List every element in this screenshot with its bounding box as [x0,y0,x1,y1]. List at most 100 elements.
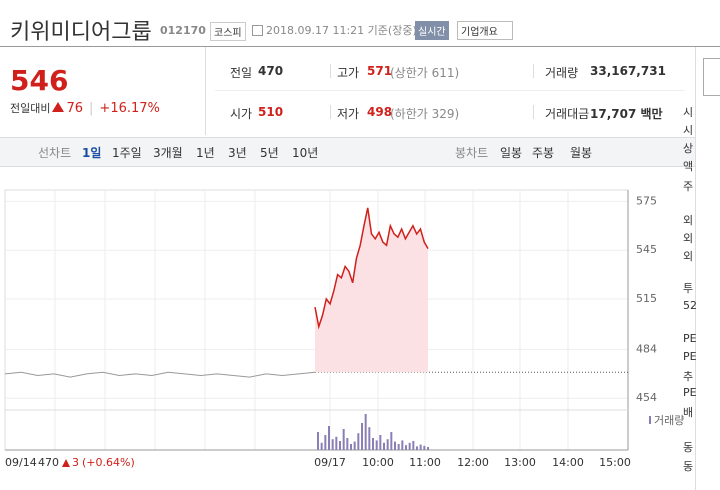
divider [330,64,331,78]
divider [695,47,696,490]
tab-period[interactable]: 10년 [292,146,319,160]
stat-value: 33,167,731 [590,64,666,78]
stat-value: 498 [367,105,393,119]
volume-label: 거래량 [654,414,684,427]
volume-bar [416,446,418,450]
stock-title: 키위미디어그룹 [10,20,152,45]
volume-bar [397,444,400,450]
tab-period[interactable]: 일봉 [500,146,523,160]
volume-bar [339,441,341,450]
volume-bar [401,440,404,450]
up-icon [62,459,70,467]
tab-period[interactable]: 1일 [82,146,102,160]
volume-bar [405,445,407,450]
volume-bar [394,441,396,450]
sidebar-text: 투 [683,282,694,295]
x-tick-label: 11:00 [409,456,441,469]
change-pct: +16.17% [99,101,160,116]
change: 76 [66,101,84,116]
change-row: 전일대비 76 | +16.17% [10,101,160,116]
stat-label: 저가 [337,107,360,121]
sidebar-text: 액 [683,160,694,173]
sidebar-text: 52 [683,299,697,312]
current-price: 546 [10,64,69,97]
tab-period[interactable]: 3년 [228,146,247,160]
tab-period[interactable]: 5년 [260,146,279,160]
divider [215,90,685,91]
prev-change: 3 [72,456,79,469]
x-tick-label: 09/17 [314,456,346,469]
sidebar-text: PE [683,386,697,399]
stat-note: (상한가 611) [390,66,460,80]
prev-date: 09/14 [5,456,37,469]
tab-period[interactable]: 주봉 [532,146,555,160]
divider [533,105,534,119]
divider [0,46,720,47]
volume-bar [364,414,367,450]
clock-icon [252,25,263,36]
tab-period[interactable]: 1년 [196,146,215,160]
y-tick-label: 575 [636,194,657,207]
tab-label: 봉차트 [455,146,489,160]
sidebar-text: 시 [683,106,694,119]
volume-bar [317,432,319,450]
divider [205,47,206,135]
x-tick-label: 15:00 [599,456,631,469]
volume-bar [383,442,385,450]
volume-legend-icon [649,416,651,424]
stat-label: 거래량 [545,66,579,80]
x-tick-label: 12:00 [457,456,489,469]
sidebar-text: 시 [683,124,694,137]
volume-bar [320,442,323,450]
volume-bar [357,433,360,450]
volume-bar [372,438,374,450]
market-badge: 코스피 [210,22,246,41]
sidebar-text: PE [683,332,697,345]
volume-bar [390,432,393,450]
stat-value: 470 [258,64,284,78]
sidebar-text: 상 [683,142,694,155]
volume-bar [335,436,338,450]
x-tick-label: 13:00 [504,456,536,469]
prev-close: 470 [38,456,59,469]
volume-bar [368,427,371,450]
volume-bar [342,429,345,450]
sidebar-text: PE [683,350,697,363]
sidebar-text: 외 [683,214,694,227]
y-tick-label: 515 [636,292,657,305]
sidebar-text: 동 [683,441,694,454]
tab-label: 선차트 [38,146,72,160]
sidebar-text: 외 [683,250,694,263]
stat-value: 510 [258,105,284,119]
tab-period[interactable]: 3개월 [153,146,183,160]
stat-note: (하한가 329) [390,107,460,121]
volume-bar [412,441,415,450]
prev-change-pct: (+0.64%) [82,456,135,469]
stock-code: 012170 [160,24,206,37]
volume-bar [423,445,426,450]
tab-period[interactable]: 1주일 [112,146,142,160]
stat-label: 전일 [230,66,253,80]
volume-bar [328,426,330,450]
stat-label: 시가 [230,107,253,121]
volume-bar [324,435,327,450]
volume-bar [408,442,411,450]
sidebar-text: 추 [683,370,694,383]
timestamp: 2018.09.17 11:21 기준(장중) [266,24,417,37]
company-menu[interactable]: 기업개요 [457,21,513,40]
price-line [4,371,316,378]
realtime-badge[interactable]: 실시간 [415,21,449,40]
stat-value: 17,707 백만 [590,107,663,121]
sidebar-text: 배 [683,406,694,419]
volume-bar [386,439,389,450]
volume-bar [427,447,429,450]
price-line [314,207,429,330]
volume-bar [331,439,334,450]
x-tick-label: 10:00 [362,456,394,469]
stat-label: 고가 [337,66,360,80]
volume-bar [419,444,422,450]
tab-period[interactable]: 월봉 [570,146,593,160]
sidebar-text: 동 [683,460,694,473]
